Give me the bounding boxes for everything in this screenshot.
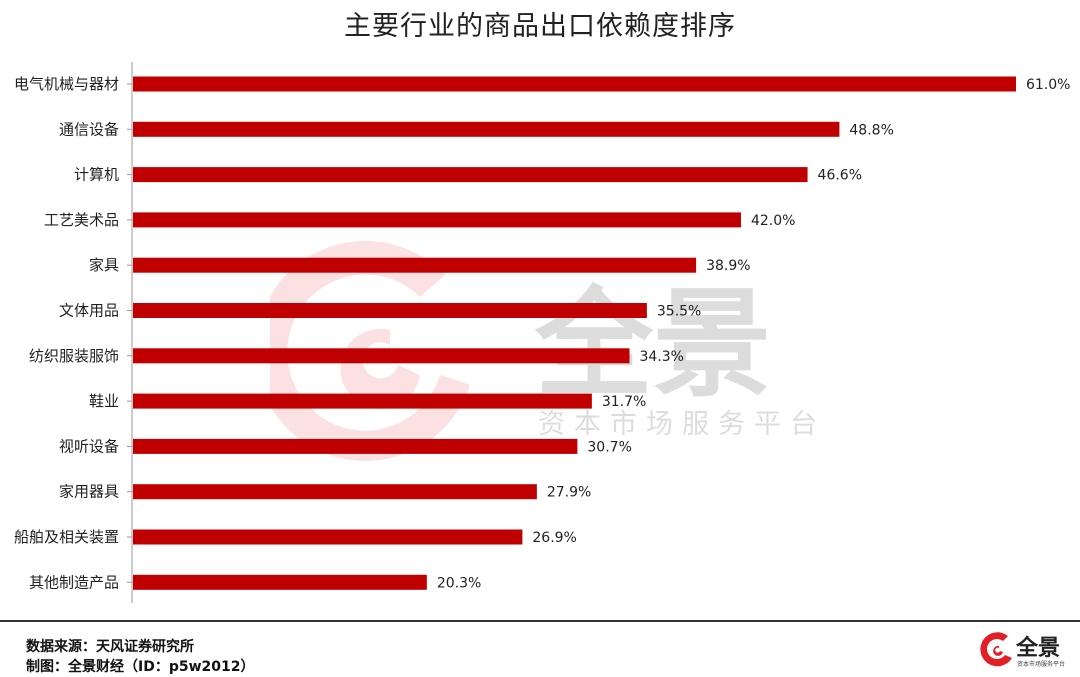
bar [133,348,630,364]
bar [133,574,427,590]
bar [133,212,741,228]
category-label: 家用器具 [59,483,119,501]
data-label: 34.3% [640,349,684,365]
bar [133,303,647,318]
category-label: 电气机械与器材 [14,75,119,93]
logo-brand: 全景 [1015,635,1060,661]
data-label: 46.6% [818,168,862,184]
bar [133,167,808,183]
data-label: 20.3% [437,575,481,591]
category-label: 视听设备 [59,437,119,455]
bar [133,121,840,137]
data-label: 61.0% [1026,77,1070,93]
category-label: 工艺美术品 [44,211,119,229]
category-label: 纺织服装服饰 [29,347,119,365]
category-label: 船舶及相关装置 [14,528,119,546]
category-label: 家具 [89,256,119,274]
footer-divider [0,620,1080,622]
bar [133,393,592,409]
bar [133,76,1016,92]
category-label: 鞋业 [89,392,119,410]
brand-logo: 全景 资本市场服务平台 [980,632,1065,668]
data-source-note: 数据来源：天风证券研究所 [26,639,194,655]
category-label: 其他制造产品 [29,573,119,591]
chart-title: 主要行业的商品出口依赖度排序 [344,11,736,42]
data-label: 48.8% [849,122,893,138]
category-label: 文体用品 [59,302,119,320]
data-label: 26.9% [532,530,576,546]
data-label: 31.7% [602,394,646,410]
bar [133,484,537,500]
logo-tagline: 资本市场服务平台 [1017,660,1065,668]
data-label: 35.5% [657,304,701,320]
bar [133,438,578,454]
logo-mark-icon [980,632,1012,667]
chart-credit-note: 制图：全景财经（ID：p5w2012） [26,659,255,675]
category-label: 计算机 [74,166,119,184]
data-label: 42.0% [751,213,795,229]
bar [133,529,523,545]
data-label: 27.9% [547,485,591,501]
data-label: 30.7% [587,439,631,455]
bar-chart: 电气机械与器材 61.0% 通信设备 48.8% 计算机 46.6% 工艺美术品 42.0% 家… [14,62,1070,603]
category-label: 通信设备 [59,120,119,138]
data-label: 38.9% [706,258,750,274]
bar [133,257,697,273]
